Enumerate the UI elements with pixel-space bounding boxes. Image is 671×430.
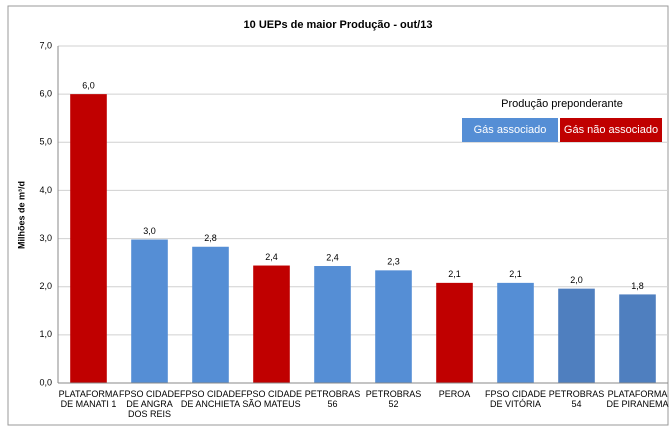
y-tick-label: 0,0 (39, 377, 52, 387)
bar (558, 288, 595, 383)
y-tick-label: 4,0 (39, 185, 52, 195)
bar (619, 294, 656, 383)
value-label: 2,3 (387, 257, 400, 267)
value-label: 2,8 (204, 233, 217, 243)
bar (70, 94, 107, 384)
bar (314, 266, 351, 383)
value-label: 3,0 (143, 226, 156, 236)
value-label: 2,0 (570, 275, 583, 285)
x-tick-label: PLATAFORMA DE MANATI 1 (58, 389, 119, 409)
x-tick-label: PETROBRAS 54 (548, 389, 605, 409)
value-label: 2,4 (265, 252, 278, 262)
legend-title: Produção preponderante (501, 98, 623, 110)
bar (192, 246, 229, 383)
bar (497, 282, 534, 383)
bar (131, 239, 168, 383)
chart-title: 10 UEPs de maior Produção - out/13 (244, 19, 433, 31)
legend-item: Gás associado (462, 118, 558, 142)
value-label: 1,8 (631, 281, 644, 291)
value-label: 6,0 (82, 81, 95, 91)
value-label: 2,1 (509, 269, 522, 279)
y-tick-label: 1,0 (39, 329, 52, 339)
bar (253, 265, 290, 383)
value-label: 2,1 (448, 269, 461, 279)
x-tick-label: FPSO CIDADE SÃO MATEUS (240, 389, 302, 409)
y-axis-title: Milhões de m³/d (16, 181, 26, 249)
bar (375, 270, 412, 383)
y-tick-label: 6,0 (39, 89, 52, 99)
x-tick-label: PEROA (438, 389, 471, 399)
x-tick-label: PLATAFORMA DE PIRANEMA (606, 389, 669, 409)
y-tick-label: 5,0 (39, 137, 52, 147)
legend-item: Gás não associado (560, 118, 662, 142)
value-label: 2,4 (326, 252, 339, 262)
x-tick-label: FPSO CIDADE DE ANGRA DOS REIS (118, 389, 180, 419)
x-tick-label: PETROBRAS 52 (365, 389, 422, 409)
bar (436, 282, 473, 383)
y-tick-label: 3,0 (39, 233, 52, 243)
y-tick-label: 7,0 (39, 40, 52, 50)
y-tick-label: 2,0 (39, 281, 52, 291)
x-tick-label: PETROBRAS 56 (304, 389, 361, 409)
x-tick-label: FPSO CIDADE DE ANCHIETA (179, 389, 241, 409)
x-tick-label: FPSO CIDADE DE VITÓRIA (484, 389, 546, 409)
